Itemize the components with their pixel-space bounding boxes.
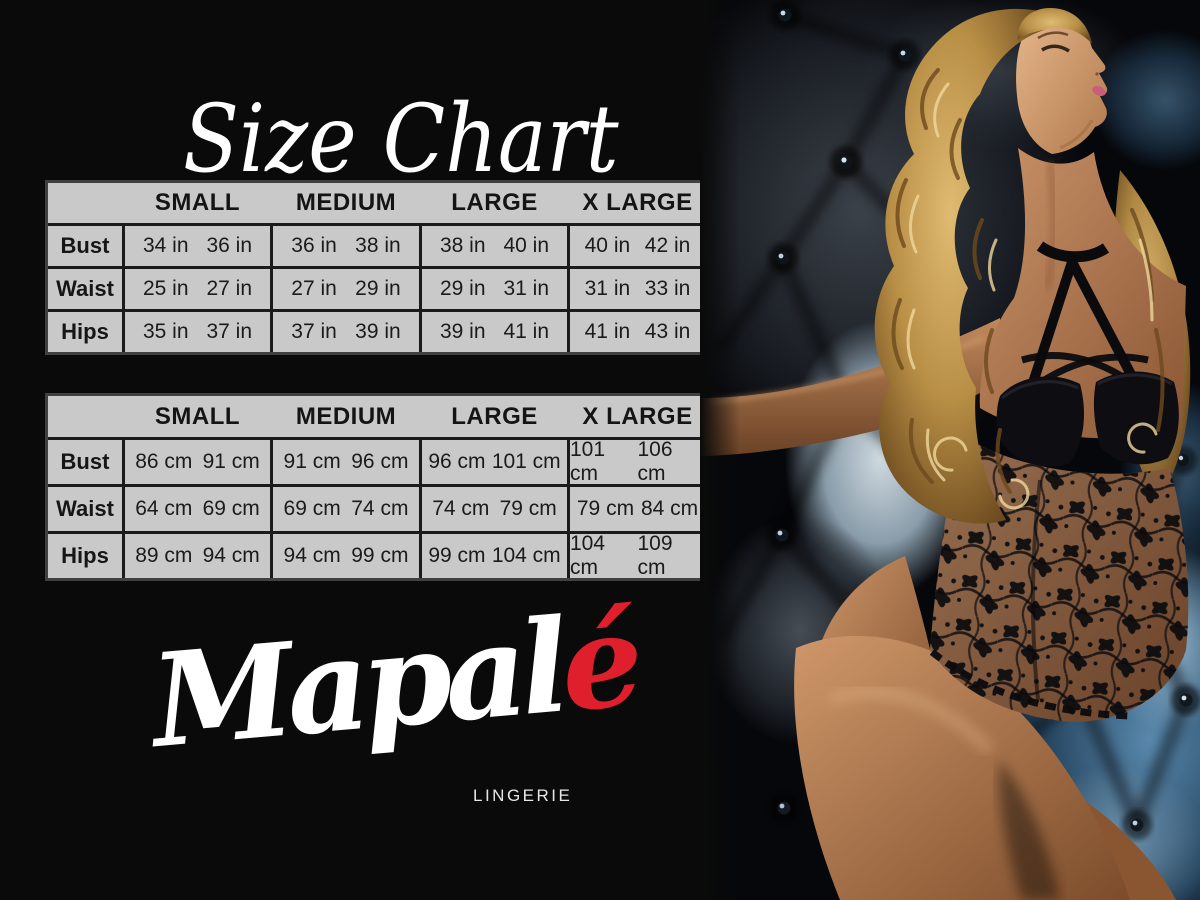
cell-large: 38 in 40 in [422, 226, 567, 266]
cell-large: 74 cm 79 cm [422, 487, 567, 531]
table-row-bust: Bust 86 cm 91 cm 91 cm 96 cm 96 cm 101 cm 1… [48, 438, 705, 485]
header-small: SMALL [154, 189, 241, 216]
size-table-centimeters: SMALL MEDIUM LARGE X LARGE Bust 86 cm 91 … [45, 393, 708, 581]
table-row-bust: Bust 34 in 36 in 36 in 38 in 38 in 40 in 40… [48, 226, 705, 266]
header-xlarge: X LARGE [582, 189, 693, 216]
cell-xlarge: 101 cm 106 cm [570, 438, 705, 485]
cell-small: 89 cm 94 cm [125, 534, 270, 578]
row-label: Hips [48, 312, 122, 352]
cell-medium: 36 in 38 in [273, 226, 419, 266]
cell-xlarge: 40 in 42 in [570, 226, 705, 266]
table-row-waist: Waist 64 cm 69 cm 69 cm 74 cm 74 cm 79 cm 7… [48, 487, 705, 531]
table-row-waist: Waist 25 in 27 in 27 in 29 in 29 in 31 in 3… [48, 269, 705, 309]
model-photo [700, 0, 1200, 900]
cell-small: 25 in 27 in [125, 269, 270, 309]
cell-xlarge: 79 cm 84 cm [570, 487, 705, 531]
brand-tagline: LINGERIE [473, 786, 573, 805]
cell-large: 39 in 41 in [422, 312, 567, 352]
cell-small: 86 cm 91 cm [125, 440, 270, 484]
table-header-row: SMALL MEDIUM LARGE X LARGE [48, 183, 705, 223]
header-xlarge: X LARGE [582, 402, 693, 430]
header-large: LARGE [451, 189, 538, 216]
cell-xlarge: 31 in 33 in [570, 269, 705, 309]
brand-logo: Mapalé LINGERIE [146, 585, 642, 838]
cell-medium: 69 cm 74 cm [273, 487, 419, 531]
cell-large: 99 cm 104 cm [422, 534, 567, 578]
cell-medium: 94 cm 99 cm [273, 534, 419, 578]
row-label: Waist [48, 487, 122, 531]
cell-medium: 37 in 39 in [273, 312, 419, 352]
header-medium: MEDIUM [295, 402, 397, 430]
cell-xlarge: 104 cm 109 cm [570, 532, 705, 579]
size-table-inches: SMALL MEDIUM LARGE X LARGE Bust 34 in 36 … [45, 180, 708, 355]
cell-xlarge: 41 in 43 in [570, 312, 705, 352]
table-row-hips: Hips 35 in 37 in 37 in 39 in 39 in 41 in 41… [48, 312, 705, 352]
row-label: Hips [48, 534, 122, 578]
row-label: Bust [48, 226, 122, 266]
cell-large: 96 cm 101 cm [422, 440, 567, 484]
brand-accent-letter: é [555, 585, 643, 742]
row-label: Waist [48, 269, 122, 309]
cell-large: 29 in 31 in [422, 269, 567, 309]
cell-small: 64 cm 69 cm [125, 487, 270, 531]
header-small: SMALL [154, 402, 241, 430]
table-header-row: SMALL MEDIUM LARGE X LARGE [48, 396, 705, 437]
row-label: Bust [48, 440, 122, 484]
cell-medium: 27 in 29 in [273, 269, 419, 309]
model-figure [700, 8, 1191, 900]
table-row-hips: Hips 89 cm 94 cm 94 cm 99 cm 99 cm 104 cm 1… [48, 532, 705, 579]
cell-small: 34 in 36 in [125, 226, 270, 266]
brand-wordmark: Mapalé [145, 585, 643, 777]
cell-medium: 91 cm 96 cm [273, 440, 419, 484]
page-title: Size Chart [183, 84, 619, 194]
header-medium: MEDIUM [295, 189, 397, 216]
header-large: LARGE [451, 402, 538, 430]
cell-small: 35 in 37 in [125, 312, 270, 352]
